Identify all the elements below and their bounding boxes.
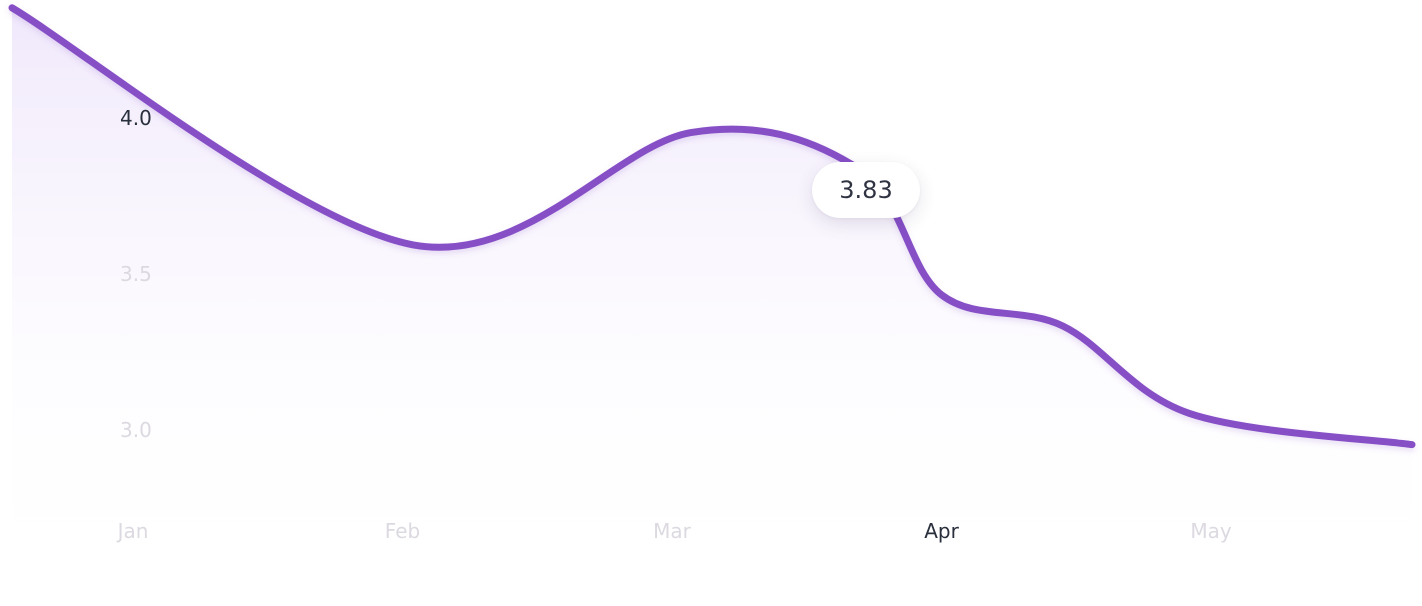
y-tick-label: 3.0 (120, 418, 152, 442)
area-fill (12, 7, 1412, 591)
x-tick-label-may: May (1190, 519, 1232, 543)
x-tick-label-feb: Feb (385, 519, 420, 543)
x-tick-label-jan: Jan (116, 519, 149, 543)
x-tick-label-apr: Apr (924, 519, 959, 543)
tooltip-value: 3.83 (839, 176, 893, 204)
y-tick-label: 3.5 (120, 262, 152, 286)
y-axis-ticks: 4.0 3.5 3.0 (120, 106, 152, 442)
x-axis-ticks: Jan Feb Mar Apr May (116, 519, 1232, 543)
area-fill-layer (12, 7, 1412, 591)
x-tick-label-mar: Mar (653, 519, 692, 543)
value-tooltip: 3.83 (812, 162, 920, 218)
y-tick-label: 4.0 (120, 106, 152, 130)
